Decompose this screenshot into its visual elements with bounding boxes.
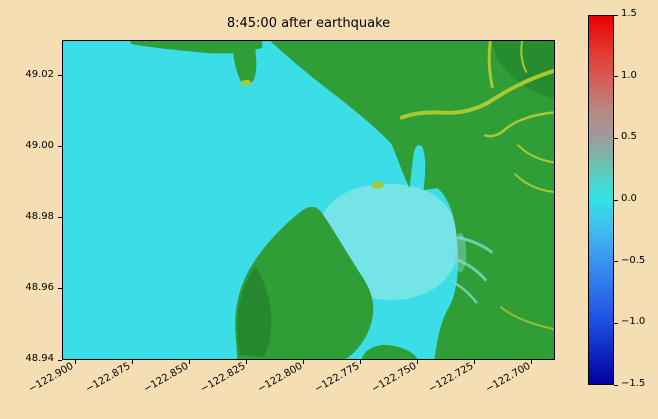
x-tick-mark (131, 360, 133, 364)
river-path (520, 41, 528, 73)
x-tick-mark (74, 360, 76, 364)
x-tick-mark (360, 360, 362, 364)
y-tick-mark (58, 146, 62, 148)
colorbar-tick-mark (614, 384, 618, 386)
plot-area (62, 40, 555, 360)
x-tick-label: −122.700 (484, 360, 533, 396)
colorbar-tick-label: 1.0 (621, 69, 637, 81)
map-image (63, 41, 554, 359)
tidal-marsh-streaks (451, 232, 493, 304)
colorbar-tick-mark (614, 14, 618, 16)
river-path (399, 68, 554, 120)
sand-spit-region (232, 41, 257, 85)
y-tick-mark (58, 75, 62, 77)
x-tick-mark (531, 360, 533, 364)
x-tick-mark (302, 360, 304, 364)
river-path (487, 41, 494, 89)
colorbar-tick-mark (614, 322, 618, 324)
colorbar (588, 15, 614, 385)
x-tick-label: −122.725 (426, 360, 476, 396)
marina-spit-dot (371, 181, 384, 189)
colorbar-tick-label: 0.0 (621, 193, 637, 204)
x-tick-label: −122.775 (312, 360, 362, 396)
colorbar-tick-mark (614, 261, 618, 263)
x-tick-label: −122.750 (369, 360, 419, 396)
colorbar-tick-label: −0.5 (621, 254, 646, 266)
marsh-streak (456, 236, 493, 254)
river-path (500, 306, 554, 331)
dark-forest-patch (491, 41, 554, 99)
colorbar-tick-label: −1.5 (621, 378, 646, 389)
dark-forest-patch (237, 266, 272, 358)
y-tick-label: 48.94 (25, 353, 54, 364)
x-tick-mark (474, 360, 476, 364)
y-tick-label: 48.98 (25, 210, 54, 222)
colorbar-tick-label: 1.5 (621, 8, 637, 19)
colorbar-tick-label: −1.0 (621, 316, 646, 328)
x-tick-mark (188, 360, 190, 364)
north-east-land-region (270, 41, 554, 359)
marsh-streak (454, 258, 487, 281)
y-tick-label: 48.96 (25, 281, 54, 293)
colorbar-tick-label: 0.5 (621, 131, 637, 143)
x-tick-mark (417, 360, 419, 364)
plot-title: 8:45:00 after earthquake (226, 16, 391, 31)
x-tick-label: −122.825 (198, 360, 248, 396)
bottom-island-region (361, 344, 418, 359)
colorbar-tick-mark (614, 76, 618, 78)
river-path (514, 173, 554, 194)
y-tick-mark (58, 217, 62, 219)
y-tick-mark (58, 359, 62, 361)
x-tick-label: −122.850 (141, 360, 190, 396)
colorbar-tick-mark (614, 199, 618, 201)
marsh-streak (451, 280, 478, 304)
north-shore-strip-region (130, 41, 263, 54)
x-tick-label: −122.875 (84, 360, 133, 396)
y-tick-label: 49.02 (25, 68, 54, 80)
y-tick-mark (58, 288, 62, 290)
river-path (517, 144, 554, 164)
x-tick-mark (245, 360, 247, 364)
river-channels (399, 41, 554, 331)
spit-tip-dot (241, 79, 252, 86)
x-tick-label: −122.800 (255, 360, 305, 396)
x-tick-label: −122.900 (27, 360, 76, 396)
river-path (484, 111, 554, 138)
colorbar-tick-mark (614, 137, 618, 139)
y-tick-label: 49.00 (25, 139, 54, 151)
